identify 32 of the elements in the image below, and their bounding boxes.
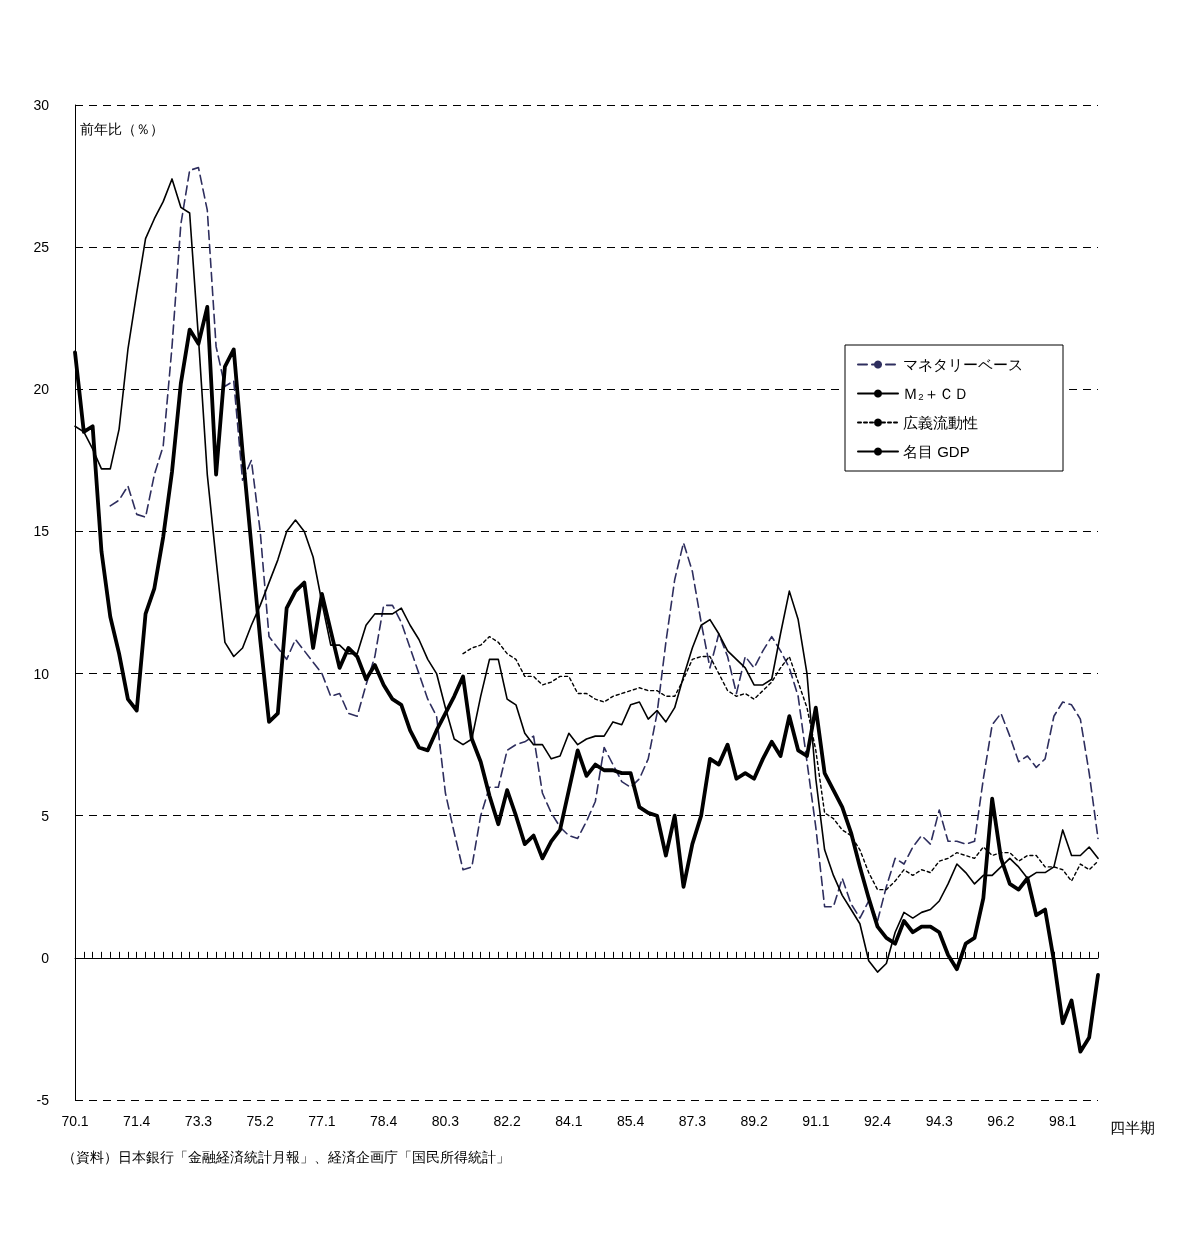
y-axis-title: 前年比（％） bbox=[80, 121, 164, 137]
x-tick-label: 70.1 bbox=[61, 1113, 89, 1129]
legend-label: 広義流動性 bbox=[903, 414, 978, 431]
x-tick-label: 96.2 bbox=[987, 1113, 1015, 1129]
x-tick-label: 98.1 bbox=[1049, 1113, 1077, 1129]
x-tick-label: 77.1 bbox=[308, 1113, 336, 1129]
x-tick-label: 71.4 bbox=[123, 1113, 151, 1129]
legend-label: 名目 GDP bbox=[903, 443, 970, 460]
x-tick-label: 85.4 bbox=[616, 1113, 645, 1129]
x-tick-label: 82.2 bbox=[493, 1113, 521, 1129]
x-tick-label: 87.3 bbox=[678, 1113, 707, 1129]
x-tick-label: 75.2 bbox=[246, 1113, 275, 1129]
x-axis-title: 四半期 bbox=[1110, 1119, 1155, 1136]
text: （資料）日本銀行「金融経済統計月報」、経済企画庁「国民所得統計」 bbox=[62, 1149, 510, 1165]
y-tick-label: 0 bbox=[41, 949, 50, 966]
y-tick-label: 5 bbox=[41, 807, 50, 824]
x-tick-label: 84.1 bbox=[555, 1113, 583, 1129]
x-tick-label: 80.3 bbox=[431, 1113, 460, 1129]
x-tick-label: 78.4 bbox=[370, 1113, 398, 1129]
legend-label: Ｍ₂＋ＣＤ bbox=[903, 385, 969, 402]
y-tick-label: 10 bbox=[33, 665, 50, 682]
y-tick-label: 30 bbox=[33, 97, 50, 113]
x-tick-label: 92.4 bbox=[863, 1113, 892, 1129]
x-tick-label: 94.3 bbox=[925, 1113, 954, 1129]
y-tick-label: 25 bbox=[33, 239, 50, 256]
y-tick-label: 15 bbox=[33, 523, 50, 540]
x-tick-label: 89.2 bbox=[740, 1113, 768, 1129]
x-tick-label: 91.1 bbox=[802, 1113, 830, 1129]
x-tick-label: 73.3 bbox=[184, 1113, 213, 1129]
legend-label: マネタリーベース bbox=[903, 356, 1023, 373]
y-tick-label: -5 bbox=[36, 1092, 50, 1108]
y-tick-label: 20 bbox=[33, 381, 50, 398]
